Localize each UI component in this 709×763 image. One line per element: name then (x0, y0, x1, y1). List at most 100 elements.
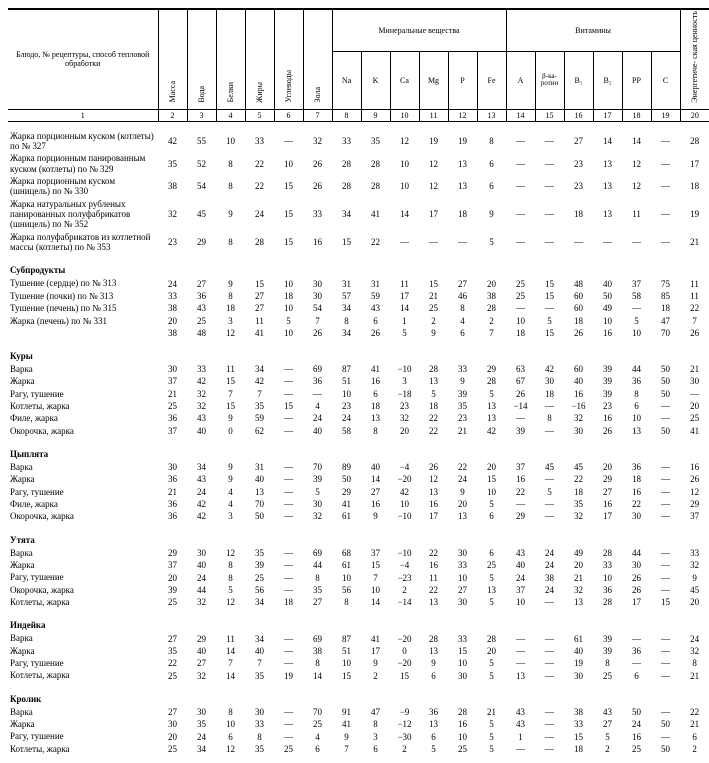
table-row: Жарка порционным куском (котлеты) по № 3… (8, 130, 709, 153)
cell: 40 (245, 645, 274, 657)
cell: 14 (390, 302, 419, 314)
cell: 26 (506, 388, 535, 400)
cell: 4 (303, 730, 332, 742)
cell: 33 (332, 130, 361, 153)
cell: 30 (187, 706, 216, 718)
cell: 34 (332, 327, 361, 339)
table-row: Жарка37421542—36511631392867304039365030 (8, 375, 709, 387)
cell: 2 (477, 315, 506, 327)
cell: 35 (158, 645, 187, 657)
cell: 18 (680, 175, 709, 198)
cell: 28 (448, 706, 477, 718)
cell: 5 (390, 327, 419, 339)
cell: 33 (593, 559, 622, 571)
cell: 15 (274, 231, 303, 254)
cell: 87 (332, 363, 361, 375)
cell: 15 (390, 669, 419, 681)
cell: 8 (593, 657, 622, 669)
cell: 42 (187, 375, 216, 387)
cell: 36 (158, 473, 187, 485)
cell: 44 (622, 363, 651, 375)
cell: 15 (274, 400, 303, 412)
cell: 26 (303, 152, 332, 175)
cell: 48 (187, 327, 216, 339)
cell: 50 (622, 706, 651, 718)
cell: 28 (332, 152, 361, 175)
cell: 16 (419, 498, 448, 510)
cell: 44 (622, 547, 651, 559)
cell: 30 (303, 498, 332, 510)
cell: — (274, 461, 303, 473)
cell: — (535, 669, 564, 681)
cell: 38 (303, 645, 332, 657)
cell: 67 (506, 375, 535, 387)
cell: 20 (390, 425, 419, 437)
cell: 8 (216, 152, 245, 175)
table-row: Варка2730830—709147−936282143—384350—22 (8, 706, 709, 718)
cell: 14 (361, 596, 390, 608)
row-name: Жарка порционным куском (котлеты) по № 3… (8, 130, 158, 153)
cell: 16 (361, 375, 390, 387)
cell: 13 (593, 175, 622, 198)
cell: 28 (593, 596, 622, 608)
cell: 9 (448, 486, 477, 498)
cell: 45 (187, 198, 216, 231)
cell: 10 (622, 327, 651, 339)
cell: 14 (593, 130, 622, 153)
cell: — (506, 198, 535, 231)
cell: 40 (303, 425, 332, 437)
cell: 14 (390, 198, 419, 231)
cell: 9 (216, 277, 245, 289)
cell: 25 (158, 596, 187, 608)
cell: 8 (622, 388, 651, 400)
cell: 50 (332, 473, 361, 485)
cell: 34 (332, 302, 361, 314)
cell: — (506, 412, 535, 424)
cell: 15 (332, 231, 361, 254)
row-name: Жарка (печень) по № 331 (8, 315, 158, 327)
cell: 20 (158, 571, 187, 583)
col-mg: Mg (419, 51, 448, 109)
cell: 38 (535, 571, 564, 583)
cell: 24 (680, 632, 709, 644)
cell: 13 (419, 718, 448, 730)
table-row: Рагу, тушение202468—493−3061051—15516—6 (8, 730, 709, 742)
cell: — (535, 498, 564, 510)
cell: 25 (245, 571, 274, 583)
cell: 40 (187, 559, 216, 571)
cell: 16 (564, 388, 593, 400)
row-name: Филе, жарка (8, 498, 158, 510)
cell: 20 (477, 277, 506, 289)
cell: 50 (651, 425, 680, 437)
cell: 28 (361, 175, 390, 198)
cell: — (651, 461, 680, 473)
cell: 41 (332, 718, 361, 730)
cell: 0 (216, 425, 245, 437)
cell: 8 (477, 130, 506, 153)
cell: 23 (593, 400, 622, 412)
section-title: Индейка (8, 616, 709, 632)
cell: 21 (680, 363, 709, 375)
cell: 69 (303, 363, 332, 375)
cell: 5 (477, 718, 506, 730)
cell: 25 (593, 669, 622, 681)
cell: 24 (158, 277, 187, 289)
cell: 24 (187, 486, 216, 498)
cell: 18 (448, 198, 477, 231)
table-row: Окорочка, жарка3740062—405882022214239—3… (8, 425, 709, 437)
cell: 11 (622, 198, 651, 231)
cell: 62 (245, 425, 274, 437)
cell: 7 (216, 657, 245, 669)
cell: 18 (274, 596, 303, 608)
cell: 38 (158, 327, 187, 339)
cell: — (274, 363, 303, 375)
colnum: 16 (564, 109, 593, 121)
cell: 56 (245, 584, 274, 596)
colnum: 10 (390, 109, 419, 121)
cell: 22 (680, 302, 709, 314)
row-name: Рагу, тушение (8, 730, 158, 742)
cell: 41 (361, 363, 390, 375)
section-title: Субпродукты (8, 261, 709, 277)
cell: 13 (477, 400, 506, 412)
cell: 3 (216, 510, 245, 522)
